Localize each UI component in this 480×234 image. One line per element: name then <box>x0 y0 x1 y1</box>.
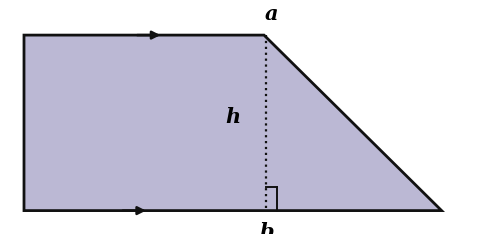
Text: h: h <box>225 107 240 127</box>
Polygon shape <box>24 35 442 211</box>
Text: b: b <box>259 222 274 234</box>
Text: a: a <box>264 4 278 24</box>
